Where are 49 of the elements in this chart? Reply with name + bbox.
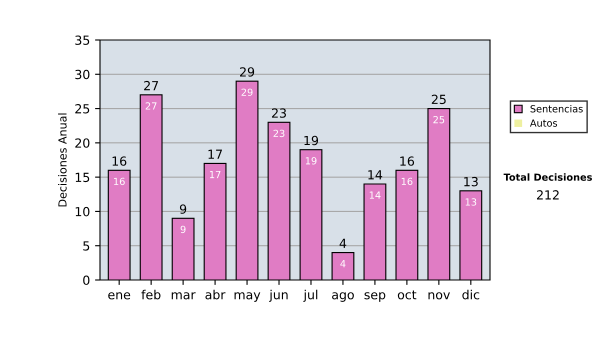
data-label: 14: [370, 192, 381, 199]
x-tick-label: ene: [108, 292, 130, 300]
data-label: 17: [210, 170, 220, 178]
x-tick-label: jun: [269, 290, 288, 302]
y-tick-label: 15: [76, 172, 90, 182]
x-tick-label: sep: [364, 292, 386, 302]
data-label: 13: [466, 198, 476, 206]
y-tick-label: 5: [83, 241, 90, 251]
y-tick-label: 20: [75, 138, 90, 148]
y-axis-title: Decisiones Anual: [58, 114, 67, 206]
legend-label: Autos: [530, 120, 558, 127]
y-tick-label: 0: [83, 275, 90, 285]
x-tick-label: dic: [462, 290, 480, 300]
text: Total Decisiones: [504, 173, 592, 181]
total-label: 23: [272, 108, 286, 118]
text: 212: [536, 190, 559, 200]
data-label: 23: [274, 130, 284, 138]
data-label: 4: [340, 260, 346, 268]
total-label: 9: [180, 204, 186, 214]
data-label: 27: [146, 102, 156, 110]
data-label: 16: [402, 178, 412, 186]
total-label: 13: [464, 176, 478, 186]
x-tick-label: ago: [332, 292, 354, 302]
total-label: 25: [432, 94, 446, 104]
total-label: 4: [340, 238, 346, 248]
total-label: 16: [400, 156, 414, 166]
x-tick-label: nov: [428, 292, 450, 300]
x-tick-label: may: [234, 292, 260, 302]
x-tick-label: oct: [398, 290, 416, 300]
data-label: 9: [180, 226, 186, 234]
total-label: 27: [144, 80, 158, 90]
y-tick-label: 35: [75, 35, 90, 45]
y-tick-label: 30: [75, 70, 90, 80]
total-label: 19: [304, 136, 318, 146]
y-tick-label: 10: [76, 206, 90, 216]
total-label: 29: [240, 67, 254, 77]
x-tick-label: abr: [205, 290, 226, 300]
x-tick-label: feb: [141, 290, 160, 300]
data-label: 16: [114, 178, 125, 186]
total-label: 14: [368, 170, 382, 180]
data-label: 29: [242, 88, 253, 96]
data-label: 19: [306, 157, 316, 164]
data-label: 25: [433, 116, 444, 124]
total-label: 16: [112, 156, 126, 166]
x-tick-label: jul: [303, 290, 318, 302]
y-tick-label: 25: [75, 104, 90, 114]
total-label: 17: [208, 150, 222, 159]
x-tick-label: mar: [172, 292, 196, 300]
legend-label: Sentencias: [530, 104, 583, 112]
